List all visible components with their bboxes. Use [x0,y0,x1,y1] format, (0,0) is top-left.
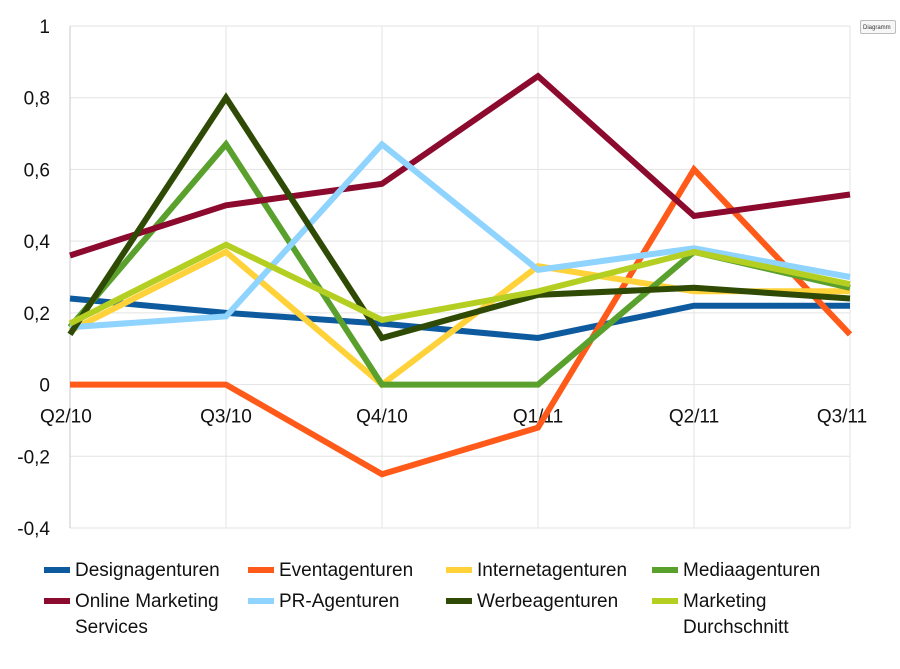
legend-swatch [44,567,70,573]
y-tick-label: 0,8 [24,89,50,110]
legend-label: PR-Agenturen [279,591,399,612]
series-layer [67,72,853,478]
series-line-eventagenturen [70,164,853,478]
series-line-designagenturen [69,295,850,342]
legend-label: Online Marketing [75,591,219,612]
legend-item: Online Marketing Services [44,591,219,638]
x-tick-label: Q3/10 [200,407,252,428]
legend-swatch [446,567,472,573]
legend-item: Werbeagenturen [446,591,618,612]
legend-label: Eventagenturen [279,560,413,581]
x-tick-label: Q3/11 [817,407,867,428]
legend-label: Marketing [683,591,766,612]
series-line-werbeagenturen [67,92,851,342]
x-tick-label: Q4/10 [356,407,408,428]
legend-label: Durchschnitt [683,617,789,638]
chart-badge[interactable]: Diagramm [860,20,896,34]
legend-swatch [44,598,70,604]
legend-swatch [248,567,274,573]
legend: Designagenturen Eventagenturen Internetage… [44,560,820,638]
legend-label: Designagenturen [75,560,220,581]
legend-label: Internetagenturen [477,560,627,581]
y-tick-label: 1 [39,17,50,38]
x-tick-label: Q2/11 [669,407,719,428]
legend-swatch [248,598,274,604]
x-tick-label: Q2/10 [40,407,92,428]
series-line-online-marketing-services [69,72,851,259]
legend-item: PR-Agenturen [248,591,399,612]
legend-item: Mediaagenturen [652,560,820,581]
legend-item: Designagenturen [44,560,220,581]
y-tick-label: -0,4 [17,519,50,540]
legend-item: Internetagenturen [446,560,627,581]
series-line-pr-agenturen [69,140,851,331]
legend-item: Eventagenturen [248,560,413,581]
legend-item: Marketing Durchschnitt [652,591,789,638]
y-tick-label: 0,6 [24,160,50,181]
y-tick-label: 0,4 [24,232,51,253]
y-tick-label: 0,2 [24,304,50,325]
series-line-marketing-durchschnitt [68,241,851,327]
y-tick-label: 0 [39,376,50,397]
y-tick-label: -0,2 [17,447,50,468]
legend-label: Services [75,617,148,638]
legend-swatch [652,598,678,604]
axis-layer: 10,80,60,40,20-0,2-0,4Q2/10 Q3/10 Q4/10 Q1/… [17,17,867,540]
legend-label: Mediaagenturen [683,560,820,581]
legend-swatch [652,567,678,573]
legend-swatch [446,598,472,604]
legend-label: Werbeagenturen [477,591,618,612]
